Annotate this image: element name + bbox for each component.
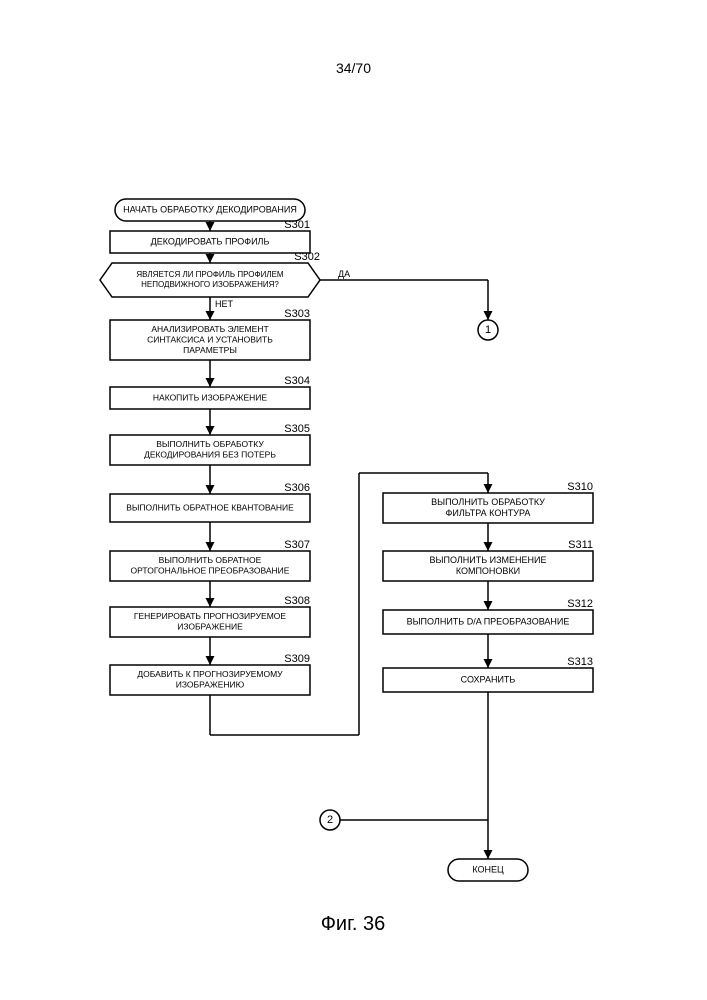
svg-text:НАЧАТЬ ОБРАБОТКУ ДЕКОДИРОВАНИЯ: НАЧАТЬ ОБРАБОТКУ ДЕКОДИРОВАНИЯ	[123, 204, 297, 214]
svg-text:ИЗОБРАЖЕНИЮ: ИЗОБРАЖЕНИЮ	[176, 680, 245, 690]
svg-text:НЕТ: НЕТ	[215, 299, 234, 309]
svg-text:ВЫПОЛНИТЬ ОБРАТНОЕ КВАНТОВАНИЕ: ВЫПОЛНИТЬ ОБРАТНОЕ КВАНТОВАНИЕ	[126, 502, 294, 512]
svg-text:СОХРАНИТЬ: СОХРАНИТЬ	[461, 674, 516, 684]
svg-text:S313: S313	[567, 656, 593, 668]
svg-text:ВЫПОЛНИТЬ ОБРАТНОЕ: ВЫПОЛНИТЬ ОБРАТНОЕ	[159, 555, 262, 565]
svg-text:S303: S303	[284, 308, 310, 320]
svg-text:АНАЛИЗИРОВАТЬ ЭЛЕМЕНТ: АНАЛИЗИРОВАТЬ ЭЛЕМЕНТ	[151, 324, 268, 334]
svg-text:НЕПОДВИЖНОГО ИЗОБРАЖЕНИЯ?: НЕПОДВИЖНОГО ИЗОБРАЖЕНИЯ?	[141, 280, 279, 289]
svg-text:ГЕНЕРИРОВАТЬ ПРОГНОЗИРУЕМОЕ: ГЕНЕРИРОВАТЬ ПРОГНОЗИРУЕМОЕ	[134, 611, 287, 621]
svg-text:S312: S312	[567, 598, 593, 610]
svg-text:ДА: ДА	[338, 269, 350, 279]
svg-text:S311: S311	[568, 539, 593, 551]
svg-text:ВЫПОЛНИТЬ ОБРАБОТКУ: ВЫПОЛНИТЬ ОБРАБОТКУ	[431, 497, 545, 507]
svg-text:S305: S305	[284, 423, 310, 435]
flowchart-svg: НАЧАТЬ ОБРАБОТКУ ДЕКОДИРОВАНИЯ ДЕКОДИРОВА…	[0, 0, 707, 1000]
svg-text:Фиг. 36: Фиг. 36	[321, 913, 386, 935]
svg-text:S307: S307	[284, 539, 310, 551]
svg-text:НАКОПИТЬ ИЗОБРАЖЕНИЕ: НАКОПИТЬ ИЗОБРАЖЕНИЕ	[153, 392, 267, 402]
svg-text:ВЫПОЛНИТЬ D/A ПРЕОБРАЗОВАНИЕ: ВЫПОЛНИТЬ D/A ПРЕОБРАЗОВАНИЕ	[407, 616, 570, 626]
svg-text:ВЫПОЛНИТЬ ОБРАБОТКУ: ВЫПОЛНИТЬ ОБРАБОТКУ	[156, 439, 264, 449]
svg-text:ВЫПОЛНИТЬ ИЗМЕНЕНИЕ: ВЫПОЛНИТЬ ИЗМЕНЕНИЕ	[430, 555, 547, 565]
svg-text:ПАРАМЕТРЫ: ПАРАМЕТРЫ	[183, 345, 237, 355]
svg-text:ДЕКОДИРОВАНИЯ БЕЗ ПОТЕРЬ: ДЕКОДИРОВАНИЯ БЕЗ ПОТЕРЬ	[144, 450, 276, 460]
svg-text:ДОБАВИТЬ К ПРОГНОЗИРУЕМОМУ: ДОБАВИТЬ К ПРОГНОЗИРУЕМОМУ	[137, 669, 283, 679]
svg-text:S310: S310	[567, 481, 593, 493]
svg-text:ОРТОГОНАЛЬНОЕ ПРЕОБРАЗОВАНИЕ: ОРТОГОНАЛЬНОЕ ПРЕОБРАЗОВАНИЕ	[131, 566, 290, 576]
svg-text:КОМПОНОВКИ: КОМПОНОВКИ	[456, 566, 520, 576]
svg-text:ЯВЛЯЕТСЯ ЛИ ПРОФИЛЬ ПРОФИЛЕМ: ЯВЛЯЕТСЯ ЛИ ПРОФИЛЬ ПРОФИЛЕМ	[136, 270, 284, 279]
svg-text:S306: S306	[284, 482, 310, 494]
svg-text:S308: S308	[284, 595, 310, 607]
svg-text:S304: S304	[284, 375, 310, 387]
svg-text:КОНЕЦ: КОНЕЦ	[472, 864, 504, 874]
svg-text:ИЗОБРАЖЕНИЕ: ИЗОБРАЖЕНИЕ	[177, 622, 243, 632]
svg-text:ФИЛЬТРА КОНТУРА: ФИЛЬТРА КОНТУРА	[446, 508, 531, 518]
svg-text:ДЕКОДИРОВАТЬ ПРОФИЛЬ: ДЕКОДИРОВАТЬ ПРОФИЛЬ	[151, 236, 270, 246]
svg-text:S302: S302	[294, 251, 320, 263]
svg-text:1: 1	[485, 324, 491, 336]
svg-text:S301: S301	[284, 219, 310, 231]
svg-text:СИНТАКСИСА И УСТАНОВИТЬ: СИНТАКСИСА И УСТАНОВИТЬ	[147, 334, 273, 344]
svg-text:S309: S309	[284, 653, 310, 665]
svg-text:2: 2	[327, 814, 333, 826]
